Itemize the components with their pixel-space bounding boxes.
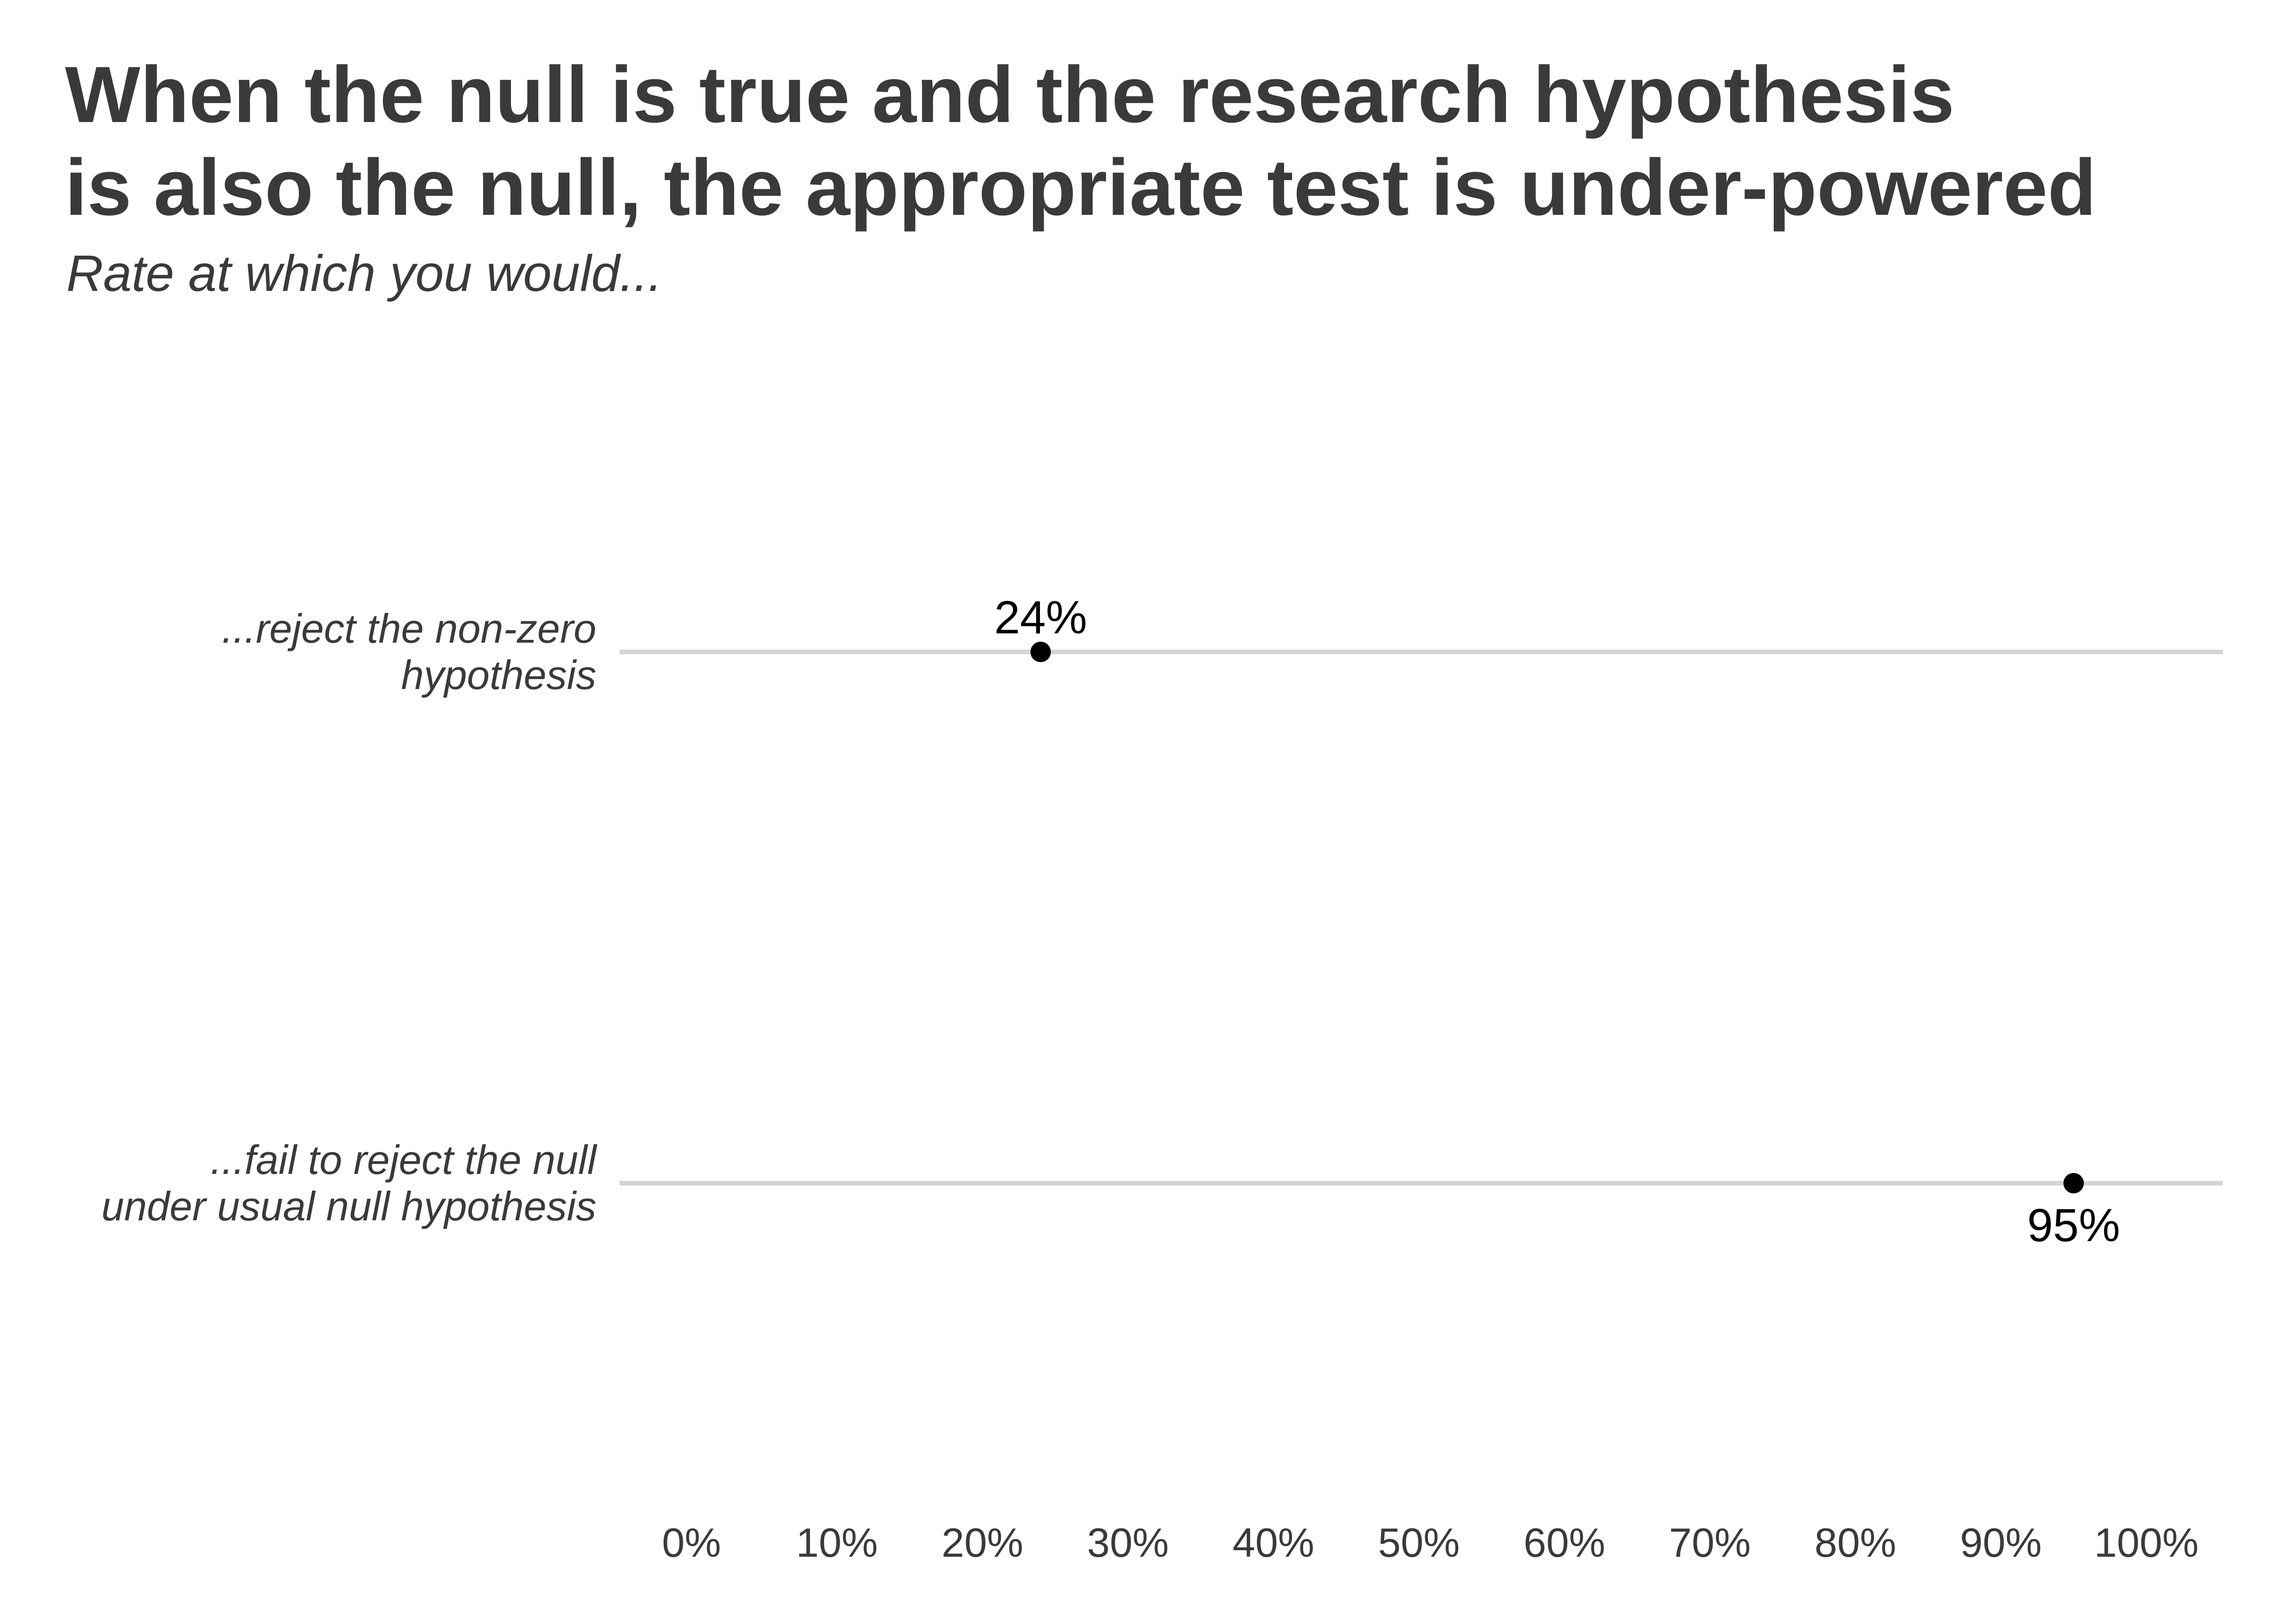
category-label-2-line-1: ...fail to reject the null xyxy=(210,1137,597,1183)
x-tick-label-0: 0% xyxy=(662,1520,721,1566)
x-tick-label-3: 30% xyxy=(1087,1520,1169,1566)
x-tick-label-9: 90% xyxy=(1960,1520,2041,1566)
data-label-1: 24% xyxy=(994,592,1087,644)
x-tick-label-6: 60% xyxy=(1524,1520,1605,1566)
data-point-2 xyxy=(2063,1173,2084,1193)
chart-title-line-2: is also the null, the appropriate test i… xyxy=(65,143,2097,232)
category-label-2-line-2: under usual null hypothesis xyxy=(102,1183,596,1229)
chart-title-line-1: When the null is true and the research h… xyxy=(65,50,1955,139)
data-point-1 xyxy=(1030,642,1051,662)
x-tick-label-4: 40% xyxy=(1233,1520,1314,1566)
x-tick-label-2: 20% xyxy=(942,1520,1023,1566)
x-tick-label-5: 50% xyxy=(1378,1520,1460,1566)
data-label-2: 95% xyxy=(2027,1199,2120,1251)
category-label-1-line-1: ...reject the non-zero xyxy=(222,606,596,651)
chart-subtitle: Rate at which you would... xyxy=(66,245,663,302)
x-tick-label-1: 10% xyxy=(796,1520,878,1566)
x-tick-label-10: 100% xyxy=(2094,1520,2198,1566)
x-tick-label-8: 80% xyxy=(1815,1520,1896,1566)
x-tick-label-7: 70% xyxy=(1669,1520,1751,1566)
category-label-1-line-2: hypothesis xyxy=(401,652,596,698)
